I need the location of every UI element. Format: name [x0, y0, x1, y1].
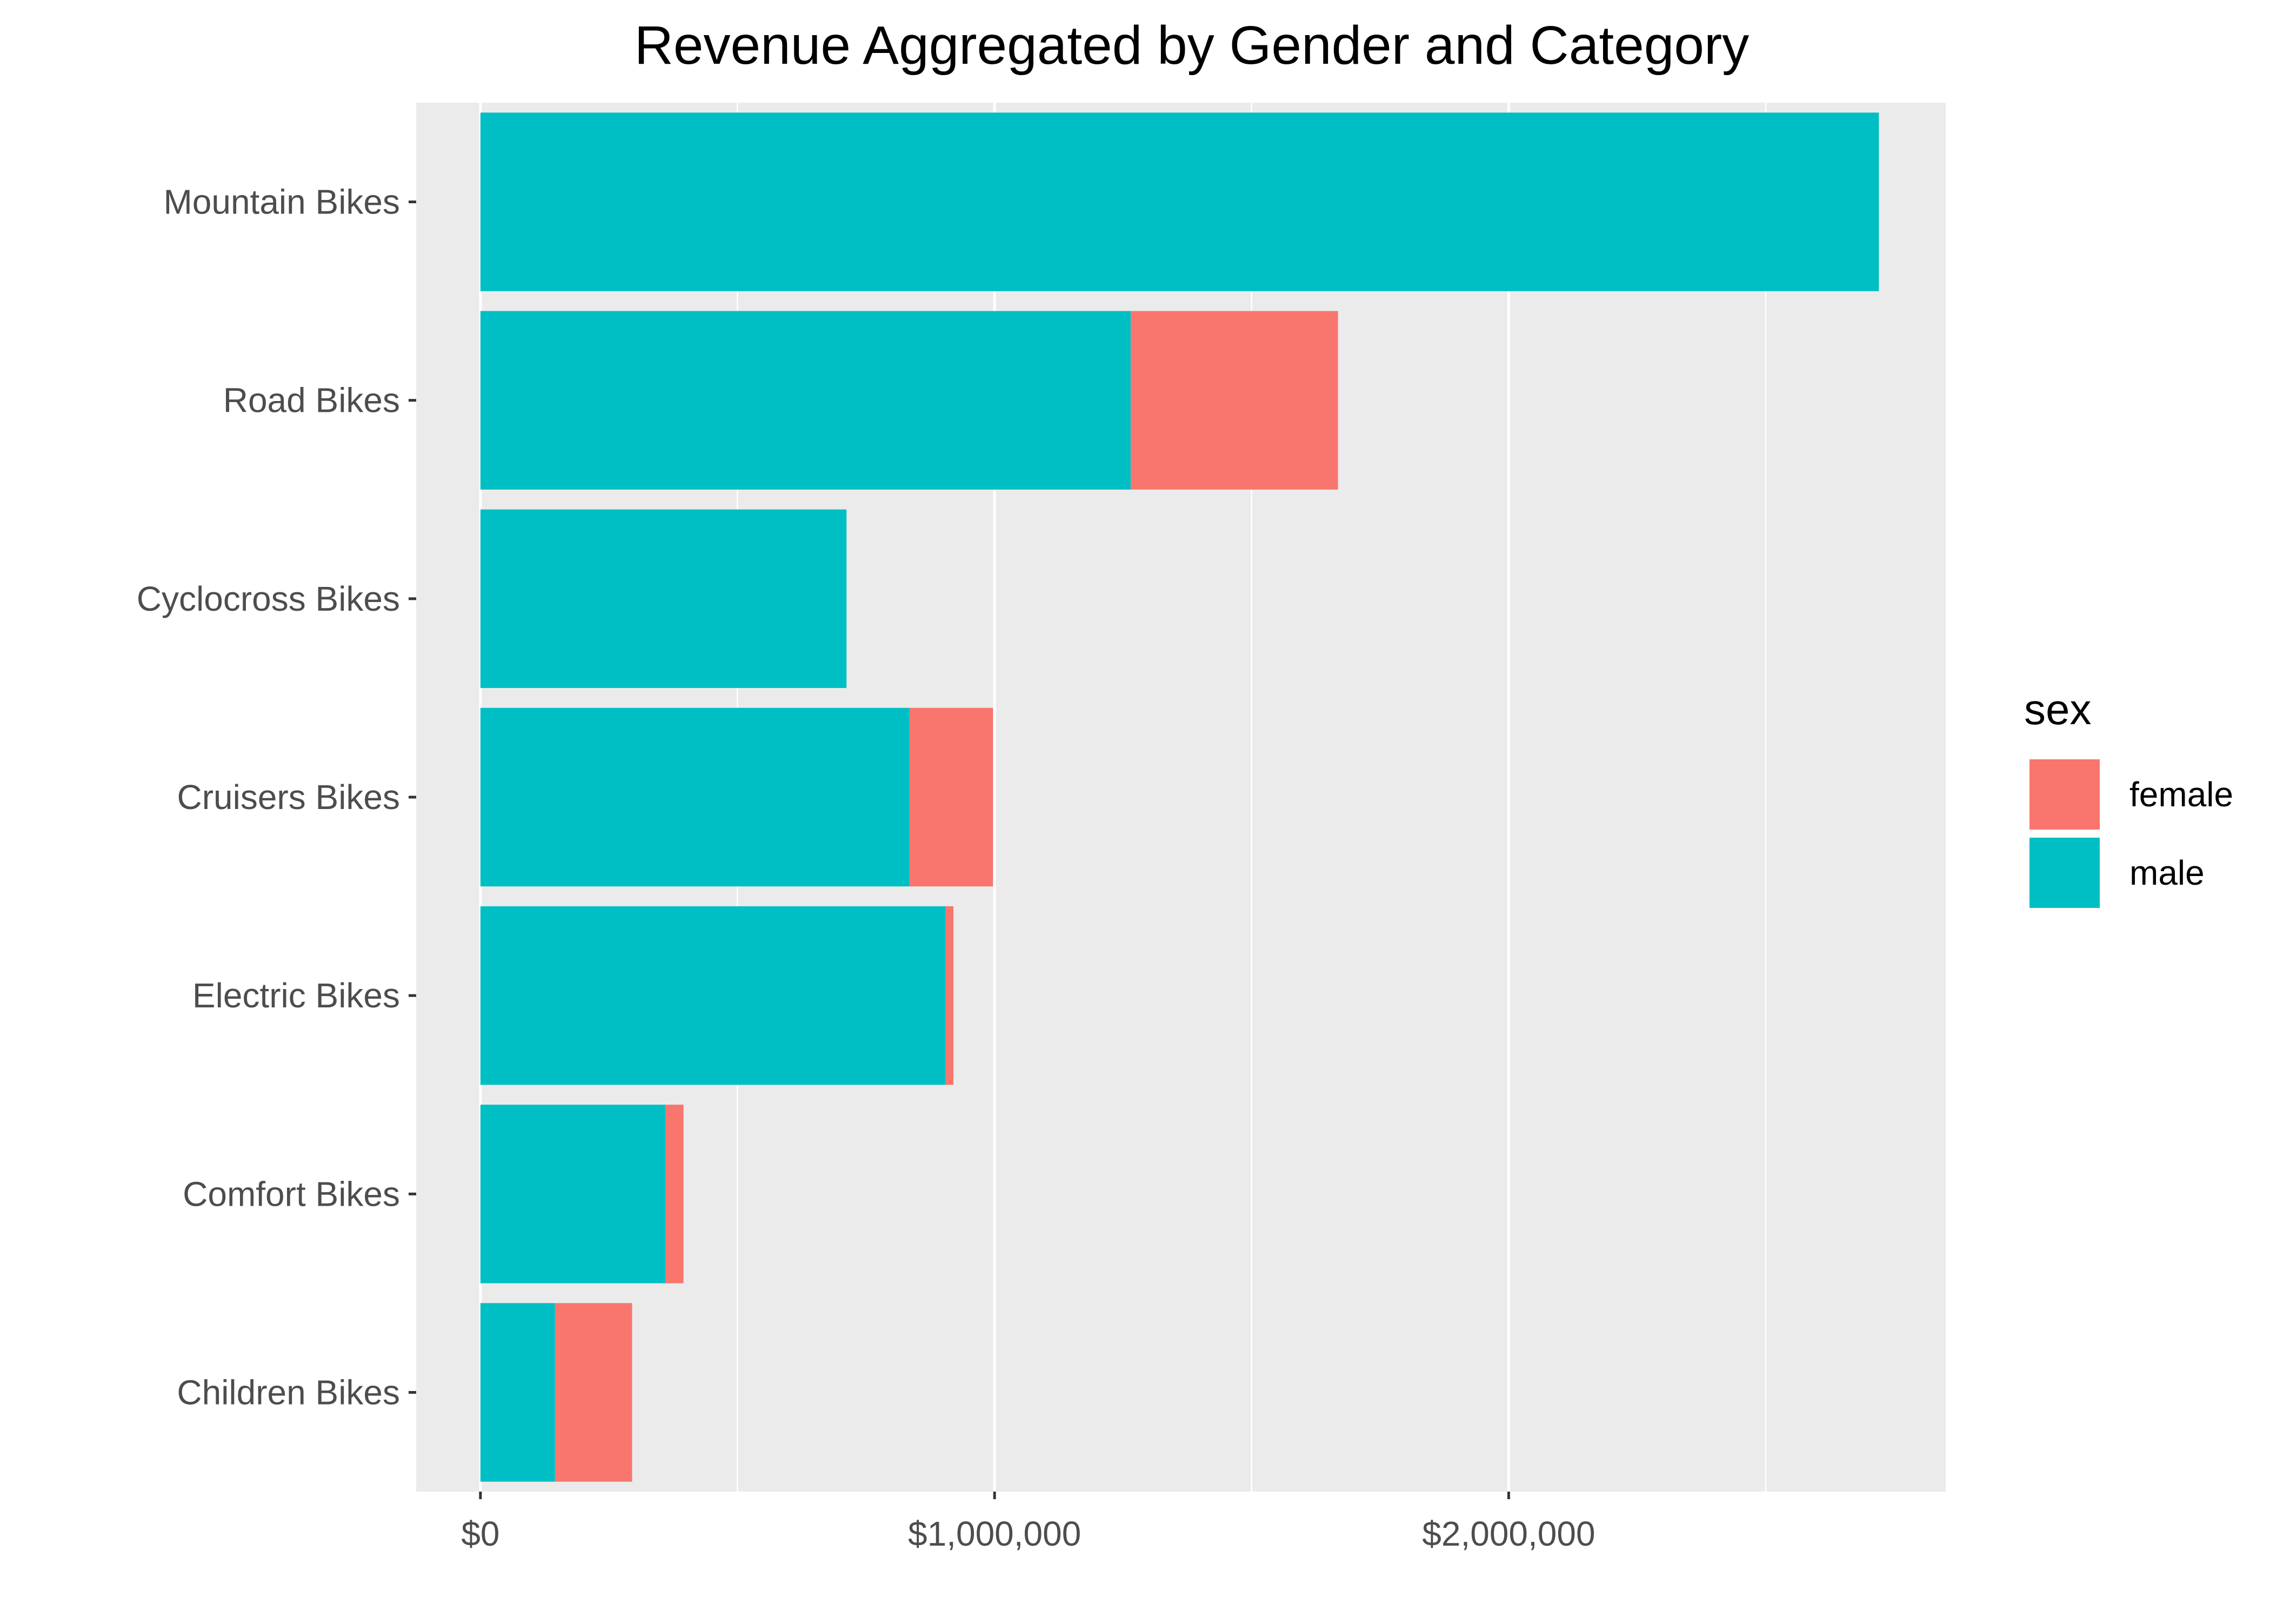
bar-female	[665, 1105, 684, 1284]
chart-title: Revenue Aggregated by Gender and Categor…	[635, 15, 1750, 76]
y-tick-label: Cruisers Bikes	[177, 778, 400, 817]
bar-male	[480, 112, 1879, 291]
y-tick-label: Electric Bikes	[192, 976, 400, 1015]
legend-label-female: female	[2129, 775, 2233, 814]
y-tick-label: Mountain Bikes	[163, 183, 400, 222]
legend-label-male: male	[2129, 853, 2205, 892]
y-tick-label: Cyclocross Bikes	[137, 579, 400, 618]
x-tick-label: $0	[461, 1514, 499, 1553]
y-tick-label: Children Bikes	[177, 1373, 400, 1412]
bar-male	[480, 1303, 555, 1482]
bar-male	[480, 906, 946, 1085]
bar-female	[945, 906, 954, 1085]
x-tick-label: $1,000,000	[908, 1514, 1081, 1553]
bar-male	[480, 1105, 666, 1284]
y-tick-label: Road Bikes	[223, 381, 400, 420]
bar-female	[555, 1303, 632, 1482]
bar-male	[480, 311, 1131, 490]
legend-key-female	[2029, 759, 2100, 830]
y-tick-label: Comfort Bikes	[183, 1174, 400, 1213]
legend-key-male	[2029, 838, 2100, 908]
bar-male	[480, 707, 910, 887]
legend-title: sex	[2024, 685, 2092, 733]
x-tick-label: $2,000,000	[1422, 1514, 1595, 1553]
bar-female	[1131, 311, 1338, 490]
bar-female	[910, 707, 993, 887]
bar-male	[480, 509, 847, 689]
